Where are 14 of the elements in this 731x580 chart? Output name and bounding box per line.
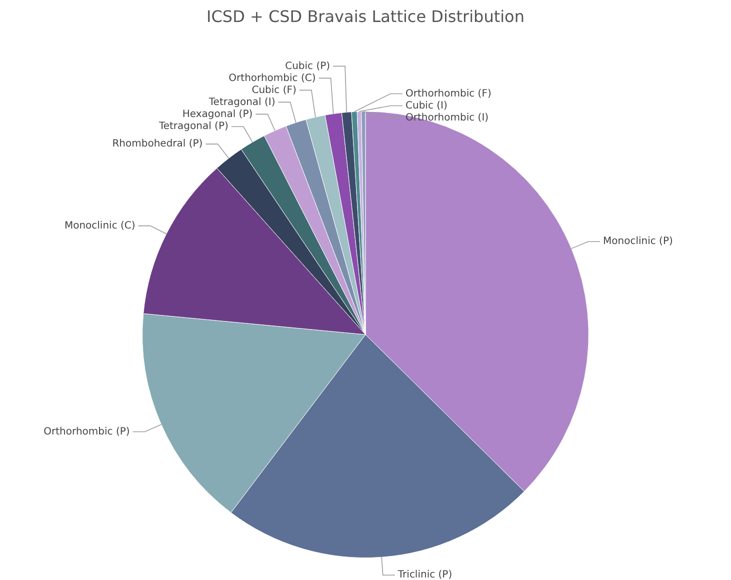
- slice-label: Hexagonal (P): [182, 108, 253, 120]
- slice-label: Monoclinic (P): [603, 236, 673, 248]
- slice-label: Cubic (I): [406, 100, 448, 112]
- slice-label: Orthorhombic (P): [44, 426, 130, 438]
- slice-label: Tetragonal (I): [208, 96, 276, 108]
- slice-label: Monoclinic (C): [64, 220, 136, 232]
- chart-title: ICSD + CSD Bravais Lattice Distribution: [206, 6, 524, 26]
- slice-label: Cubic (P): [285, 60, 330, 72]
- slice-label: Orthorhombic (F): [406, 88, 492, 100]
- slice-label: Tetragonal (P): [158, 121, 228, 132]
- slice-label: Rhombohedral (P): [112, 138, 203, 150]
- slice-label: Triclinic (P): [396, 570, 452, 580]
- slice-label: Cubic (F): [252, 84, 297, 96]
- slice-label: Orthorhombic (C): [228, 72, 316, 84]
